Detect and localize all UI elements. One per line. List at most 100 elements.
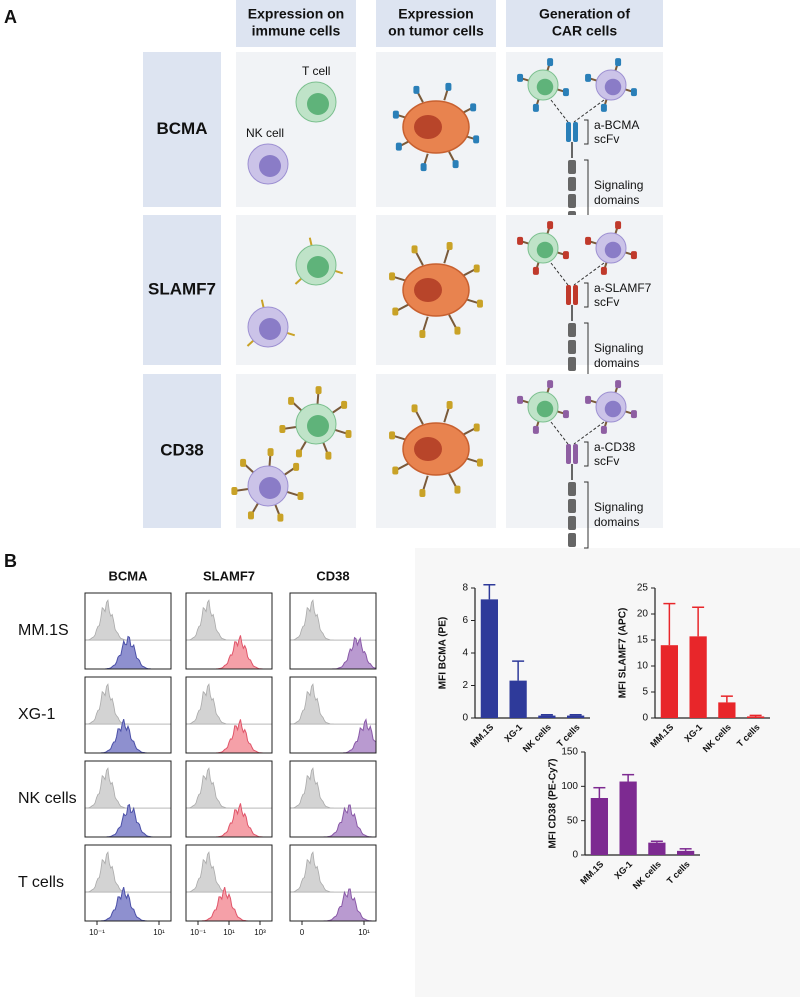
receptor-head bbox=[445, 82, 452, 91]
nucleus bbox=[307, 93, 329, 115]
y-tick-label: 6 bbox=[462, 615, 468, 626]
scfv bbox=[573, 444, 578, 464]
y-tick-label: 50 bbox=[567, 815, 579, 826]
y-tick-label: 5 bbox=[642, 687, 648, 698]
receptor bbox=[334, 269, 344, 275]
dashed-link bbox=[573, 421, 605, 445]
x-tick-label: 10¹ bbox=[153, 928, 165, 937]
histogram-frame bbox=[289, 676, 377, 754]
stained-histogram bbox=[290, 718, 377, 754]
stained-histogram bbox=[290, 636, 377, 670]
receptor-head bbox=[473, 135, 480, 144]
receptor-head bbox=[532, 425, 539, 434]
column-header-box bbox=[236, 0, 356, 47]
receptor-head bbox=[630, 251, 637, 260]
scfv-label: scFv bbox=[594, 295, 619, 309]
x-tick-label: 10⁻¹ bbox=[190, 928, 206, 937]
receptor-head bbox=[341, 400, 348, 409]
receptor bbox=[246, 339, 255, 347]
histogram-frame bbox=[185, 760, 273, 838]
y-tick-label: 20 bbox=[637, 609, 649, 620]
bar bbox=[677, 850, 695, 855]
control-histogram bbox=[289, 851, 376, 893]
receptor-head bbox=[277, 513, 284, 522]
nucleus bbox=[536, 78, 554, 96]
dashed-link bbox=[573, 99, 605, 123]
column-header: Expression bbox=[398, 6, 473, 22]
stained-histogram bbox=[85, 635, 171, 670]
control-histogram bbox=[185, 851, 272, 893]
bar bbox=[660, 645, 678, 718]
bar bbox=[689, 636, 707, 718]
scfv-label: scFv bbox=[594, 454, 619, 468]
receptor-head bbox=[231, 487, 238, 496]
receptor-head bbox=[389, 431, 396, 440]
row-header-box bbox=[143, 374, 221, 528]
receptor-head bbox=[411, 245, 418, 254]
cell-box bbox=[236, 52, 356, 207]
signaling-segment bbox=[568, 516, 576, 530]
histogram-row-label: XG-1 bbox=[18, 706, 55, 723]
receptor bbox=[294, 277, 303, 285]
scfv bbox=[573, 285, 578, 305]
histogram-row-label: MM.1S bbox=[18, 622, 69, 639]
histogram-column-header: BCMA bbox=[109, 568, 149, 583]
histogram-frame bbox=[185, 676, 273, 754]
x-tick-label: 0 bbox=[300, 928, 305, 937]
receptor-head bbox=[585, 395, 592, 404]
nucleus bbox=[536, 400, 554, 418]
cell-box bbox=[236, 374, 356, 528]
column-header-box bbox=[376, 0, 496, 47]
receptor-head bbox=[454, 326, 461, 335]
signaling-segment bbox=[568, 340, 576, 354]
receptor-head bbox=[600, 103, 607, 112]
tumor-nucleus bbox=[414, 437, 442, 461]
signaling-label: domains bbox=[594, 515, 639, 529]
histogram-frame bbox=[289, 592, 377, 670]
control-histogram bbox=[185, 683, 272, 725]
bar bbox=[619, 781, 637, 855]
column-header: Expression on bbox=[248, 6, 344, 22]
histogram-row-label: NK cells bbox=[18, 790, 77, 807]
tumor-nucleus bbox=[414, 115, 442, 139]
nucleus bbox=[259, 155, 281, 177]
cell-label: T cell bbox=[302, 64, 330, 78]
histogram-frame bbox=[84, 844, 172, 922]
histogram-frame bbox=[84, 760, 172, 838]
y-axis-title: MFI CD38 (PE-Cy7) bbox=[548, 758, 559, 848]
control-histogram bbox=[84, 767, 171, 809]
y-tick-label: 2 bbox=[462, 680, 468, 691]
receptor-head bbox=[532, 103, 539, 112]
x-tick-label: 10⁻¹ bbox=[89, 928, 105, 937]
row-header: BCMA bbox=[157, 119, 208, 138]
nucleus bbox=[536, 241, 554, 259]
panel-label: B bbox=[4, 551, 17, 571]
receptor-head bbox=[392, 466, 399, 475]
panel-label: A bbox=[4, 7, 17, 27]
receptor-head bbox=[473, 423, 480, 432]
control-histogram bbox=[185, 599, 272, 641]
receptor-head bbox=[547, 58, 554, 67]
bar bbox=[590, 798, 608, 855]
row-header: CD38 bbox=[160, 440, 203, 459]
receptor-head bbox=[630, 88, 637, 97]
control-histogram bbox=[84, 599, 171, 641]
scfv bbox=[566, 122, 571, 142]
receptor-head bbox=[446, 401, 453, 410]
scfv-label: a-BCMA bbox=[594, 118, 639, 132]
receptor-head bbox=[267, 448, 274, 457]
signaling-segment bbox=[568, 499, 576, 513]
y-tick-label: 10 bbox=[637, 661, 649, 672]
receptor-head bbox=[615, 58, 622, 67]
signaling-segment bbox=[568, 194, 576, 208]
signaling-label: Signaling bbox=[594, 178, 643, 192]
receptor-head bbox=[240, 458, 247, 467]
signaling-label: Signaling bbox=[594, 341, 643, 355]
stained-histogram bbox=[290, 804, 377, 838]
receptor-head bbox=[562, 88, 569, 97]
receptor-head bbox=[473, 264, 480, 273]
receptor-head bbox=[630, 410, 637, 419]
cell-label: NK cell bbox=[246, 126, 284, 140]
histogram-frame bbox=[84, 676, 172, 754]
